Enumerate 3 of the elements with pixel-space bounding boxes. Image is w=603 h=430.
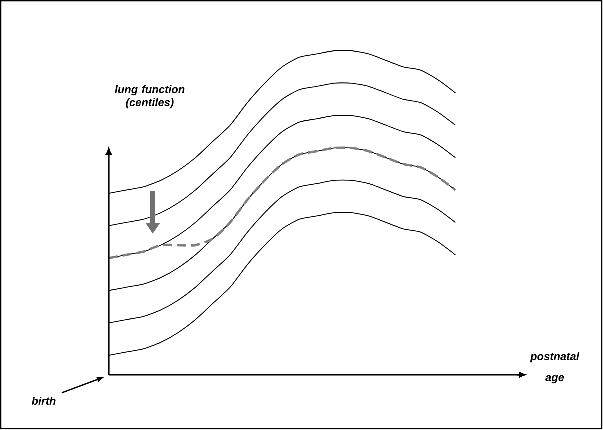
y-axis-title: lung function (centiles) <box>115 85 185 109</box>
text: birth <box>32 396 56 406</box>
x-axis-title: postnatal age <box>530 352 580 384</box>
